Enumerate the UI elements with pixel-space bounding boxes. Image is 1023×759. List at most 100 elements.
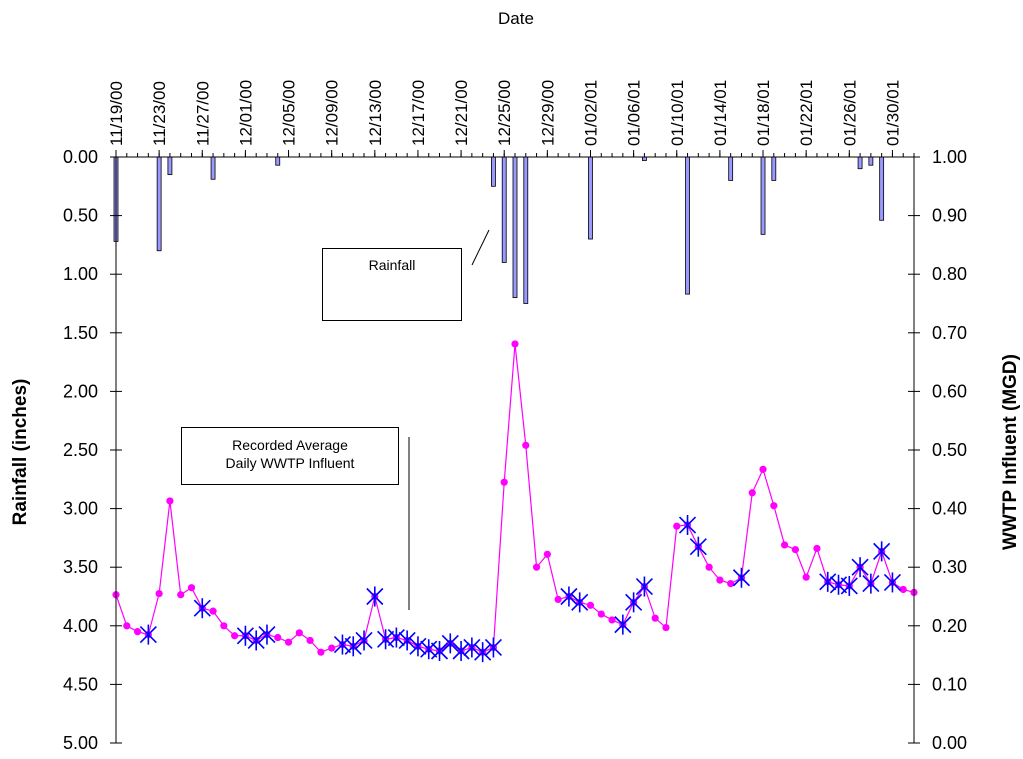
influent-point [608,616,616,624]
influent-point [231,632,239,640]
x-tick-label: 01/30/01 [883,80,902,146]
x-tick-label: 01/02/01 [581,80,600,146]
influent-point [727,580,735,588]
rainfall-bar [771,156,777,181]
recorded-marker [398,630,416,651]
influent-point [554,595,562,604]
influent-point [209,607,217,615]
influent-point [586,601,595,609]
x-tick-label: 01/18/01 [754,80,773,146]
influent-point [662,623,670,632]
influent-point [597,610,605,618]
x-tick-label: 12/29/00 [538,80,557,146]
influent-point [522,441,530,449]
influent-point [705,563,713,571]
influent-point [155,589,163,598]
influent-point [511,340,519,348]
influent-point [813,544,821,553]
y-right-tick-label: 0.20 [932,616,967,636]
influent-point [759,465,767,473]
recorded-marker [420,639,438,660]
rainfall-series [113,156,885,304]
x-tick-label: 12/13/00 [366,80,385,146]
influent-point [177,591,185,599]
x-tick-label: 12/05/00 [280,80,299,146]
influent-point [802,573,810,581]
influent-point [500,478,508,486]
y-right-tick-label: 0.50 [932,440,967,460]
rainfall-bar [501,156,507,263]
influent-callout: Recorded Average Daily WWTP Influent [181,427,399,485]
rainfall-bar [167,156,173,175]
y-left-tick-label: 1.00 [63,264,98,284]
influent-point [284,638,293,646]
rainfall-bar [760,156,766,235]
rainfall-callout-text: Rainfall [368,257,416,273]
recorded-marker [377,629,395,650]
y-axis-left-label: Rainfall (inches) [10,379,31,526]
rainfall-bar [685,156,690,295]
y-right-tick-label: 0.70 [932,323,967,343]
y-left-tick-label: 1.50 [63,323,98,343]
influent-point [770,502,778,510]
rainfall-bar [491,156,496,187]
recorded-influent-markers [139,515,901,663]
x-tick-label: 11/19/00 [107,81,126,146]
rainfall-leader [471,229,490,266]
influent-point [748,489,756,497]
influent-point [899,585,907,594]
recorded-marker [851,557,869,578]
y-right-tick-label: 0.90 [932,206,967,226]
recorded-marker [484,637,502,658]
x-tick-label: 12/17/00 [409,80,428,146]
rainfall-bar [210,156,216,180]
influent-point [123,622,131,630]
recorded-marker [247,630,265,651]
recorded-marker [571,592,589,613]
y-left-tick-label: 2.00 [63,381,98,401]
axes: 11/19/00 11/23/00 11/27/00 12/01/00 12/05/00… [63,80,967,753]
rainfall-bar [642,156,647,161]
influent-point [651,614,659,622]
x-tick-label: 01/26/01 [840,80,859,146]
x-tick-label: 01/14/01 [711,80,730,146]
influent-point [780,541,789,549]
y-right-tick-label: 0.80 [932,264,967,284]
recorded-marker [678,515,697,536]
recorded-marker [366,586,384,607]
y-right-tick-label: 0.30 [932,557,967,577]
recorded-marker [452,640,470,661]
recorded-marker [463,637,481,658]
influent-series [112,340,918,656]
recorded-marker [560,586,578,607]
rainfall-bar [512,156,518,299]
y-axis-right-label: WWTP Influent (MGD) [1000,354,1021,550]
influent-point [187,584,196,592]
influent-point [306,636,314,645]
influent-point [328,644,336,652]
y-left-tick-label: 4.50 [63,674,98,694]
rainfall-bar [857,156,863,170]
y-left-tick-label: 3.00 [63,499,98,519]
recorded-marker [333,634,352,655]
recorded-marker [819,571,837,592]
recorded-marker [236,625,254,646]
y-right-tick-label: 0.40 [932,499,967,519]
recorded-marker [441,633,459,654]
recorded-marker [883,572,901,593]
influent-point [220,622,228,630]
recorded-marker [635,576,653,597]
recorded-marker [625,592,643,613]
x-axis-label: Date [498,9,534,28]
x-tick-label: 12/09/00 [323,80,342,146]
recorded-marker [258,624,276,645]
y-left-tick-label: 4.00 [63,616,98,636]
recorded-marker [689,536,707,557]
y-left-tick-label: 0.00 [63,147,98,167]
recorded-marker [344,636,362,657]
influent-callout-line2: Daily WWTP Influent [225,455,355,471]
rainfall-bar [275,156,281,166]
y-right-tick-label: 1.00 [932,147,967,167]
recorded-marker [430,640,449,661]
recorded-marker [732,567,751,588]
